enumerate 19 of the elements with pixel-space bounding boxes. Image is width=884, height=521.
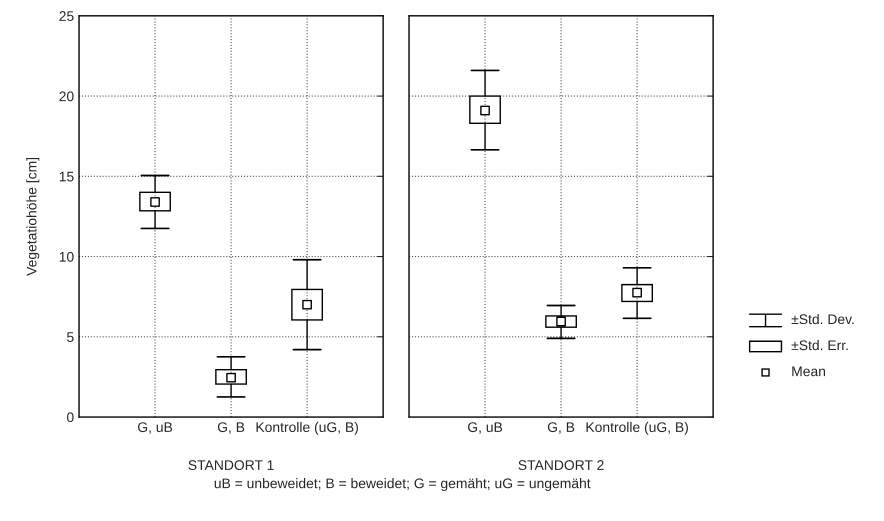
- text: Mean: [792, 366, 826, 376]
- y-axis-title: Vegetatiohöhe [cm]: [26, 158, 40, 276]
- x-tick-label: G, B: [218, 422, 244, 434]
- y-tick-label: 25: [59, 11, 74, 22]
- x-tick-label: G, uB: [468, 422, 502, 434]
- text: uB = unbeweidet; B = beweidet; G = gemäht; uG = ungemäht: [214, 478, 591, 492]
- text: ±Std. Err.: [792, 340, 848, 350]
- y-tick-label: 5: [67, 332, 74, 342]
- x-tick-label: G, B: [548, 422, 574, 434]
- y-tick-label: 20: [59, 91, 74, 102]
- x-axis-title: STANDORT 1: [188, 460, 274, 470]
- y-tick-label: 0: [66, 412, 74, 422]
- y-tick-label: 15: [60, 172, 74, 182]
- x-tick-label: Kontrolle (uG, B): [586, 422, 688, 435]
- x-axis-title: STANDORT 2: [518, 460, 604, 470]
- text: ±Std. Dev.: [792, 314, 854, 324]
- y-tick-label: 10: [60, 252, 74, 262]
- x-tick-label: Kontrolle (uG, B): [256, 422, 358, 435]
- x-tick-label: G, uB: [138, 422, 172, 434]
